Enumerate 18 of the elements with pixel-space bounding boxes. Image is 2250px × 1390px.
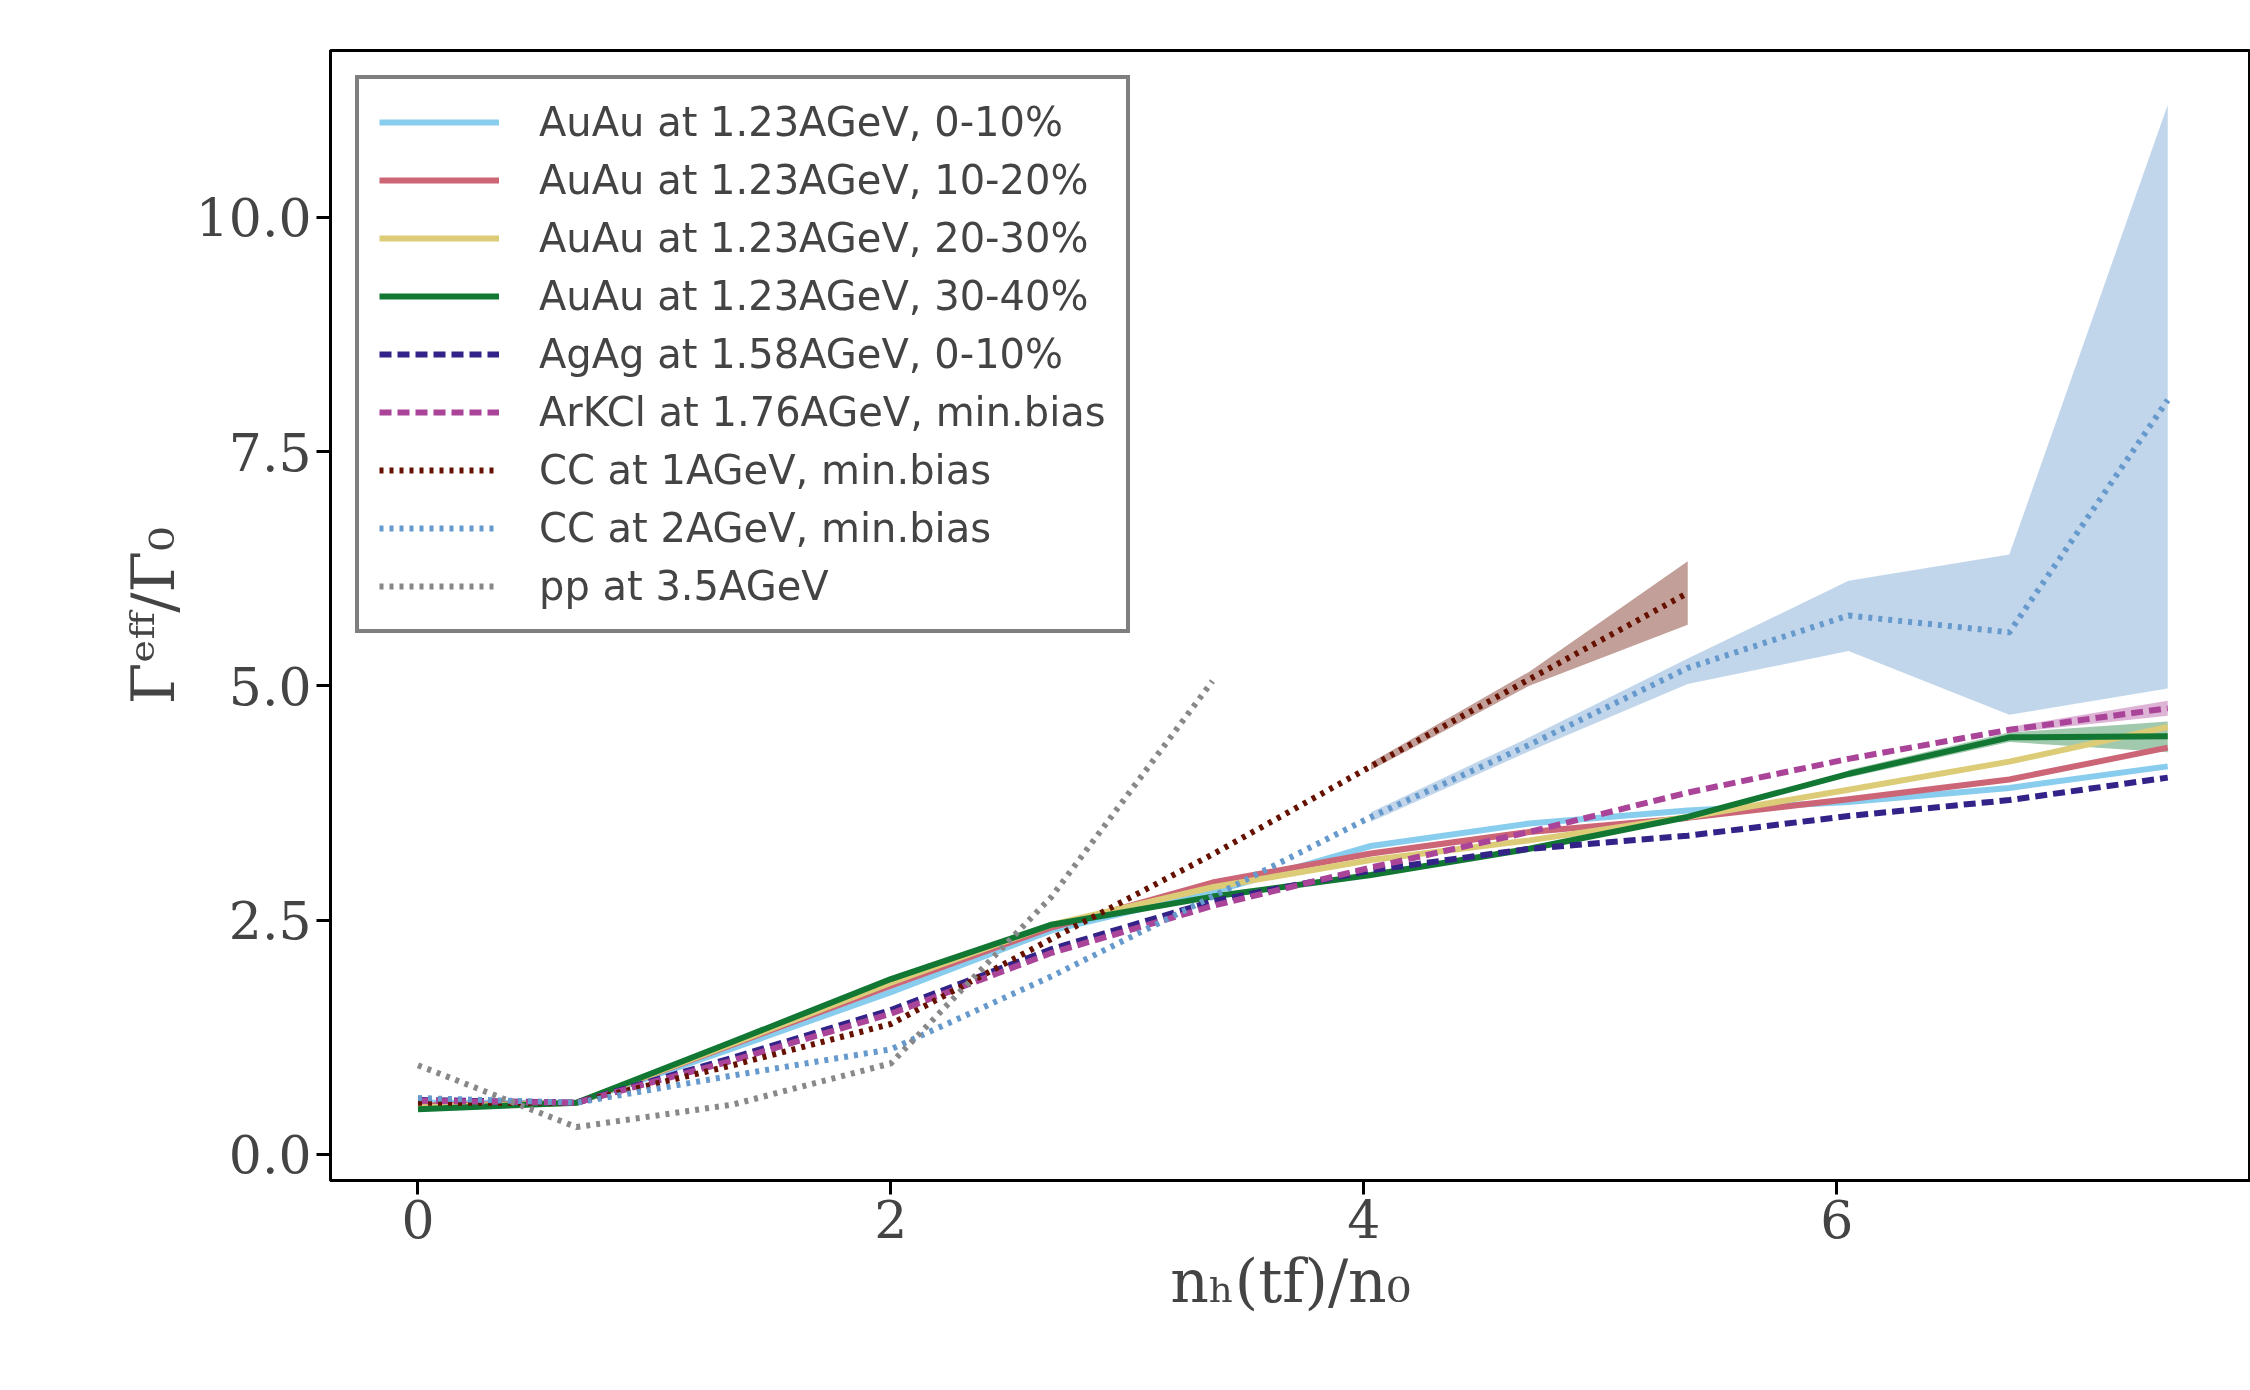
y-tick-label: 10.0 [195, 188, 312, 249]
y-tick-label: 0.0 [228, 1125, 312, 1186]
legend-label: AgAg at 1.58AGeV, 0-10% [539, 331, 1064, 377]
x-tick-label: 2 [874, 1189, 908, 1250]
legend-label: pp at 3.5AGeV [539, 563, 829, 609]
legend-label: AuAu at 1.23AGeV, 10-20% [539, 157, 1089, 203]
y-tick-label: 7.5 [228, 422, 312, 483]
y-tick-label: 5.0 [228, 656, 312, 717]
legend-label: AuAu at 1.23AGeV, 30-40% [539, 273, 1089, 319]
y-tick-label: 2.5 [228, 891, 312, 952]
legend-label: CC at 2AGeV, min.bias [539, 505, 991, 551]
legend-label: AuAu at 1.23AGeV, 20-30% [539, 215, 1089, 261]
y-axis-title: Γᵉᶠᶠ/Γ₀ [117, 526, 188, 705]
legend-label: ArKCl at 1.76AGeV, min.bias [539, 389, 1106, 435]
legend-label: AuAu at 1.23AGeV, 0-10% [539, 99, 1063, 145]
x-tick-label: 6 [1820, 1189, 1854, 1250]
legend-label: CC at 1AGeV, min.bias [539, 447, 991, 493]
x-tick-label: 0 [401, 1189, 435, 1250]
